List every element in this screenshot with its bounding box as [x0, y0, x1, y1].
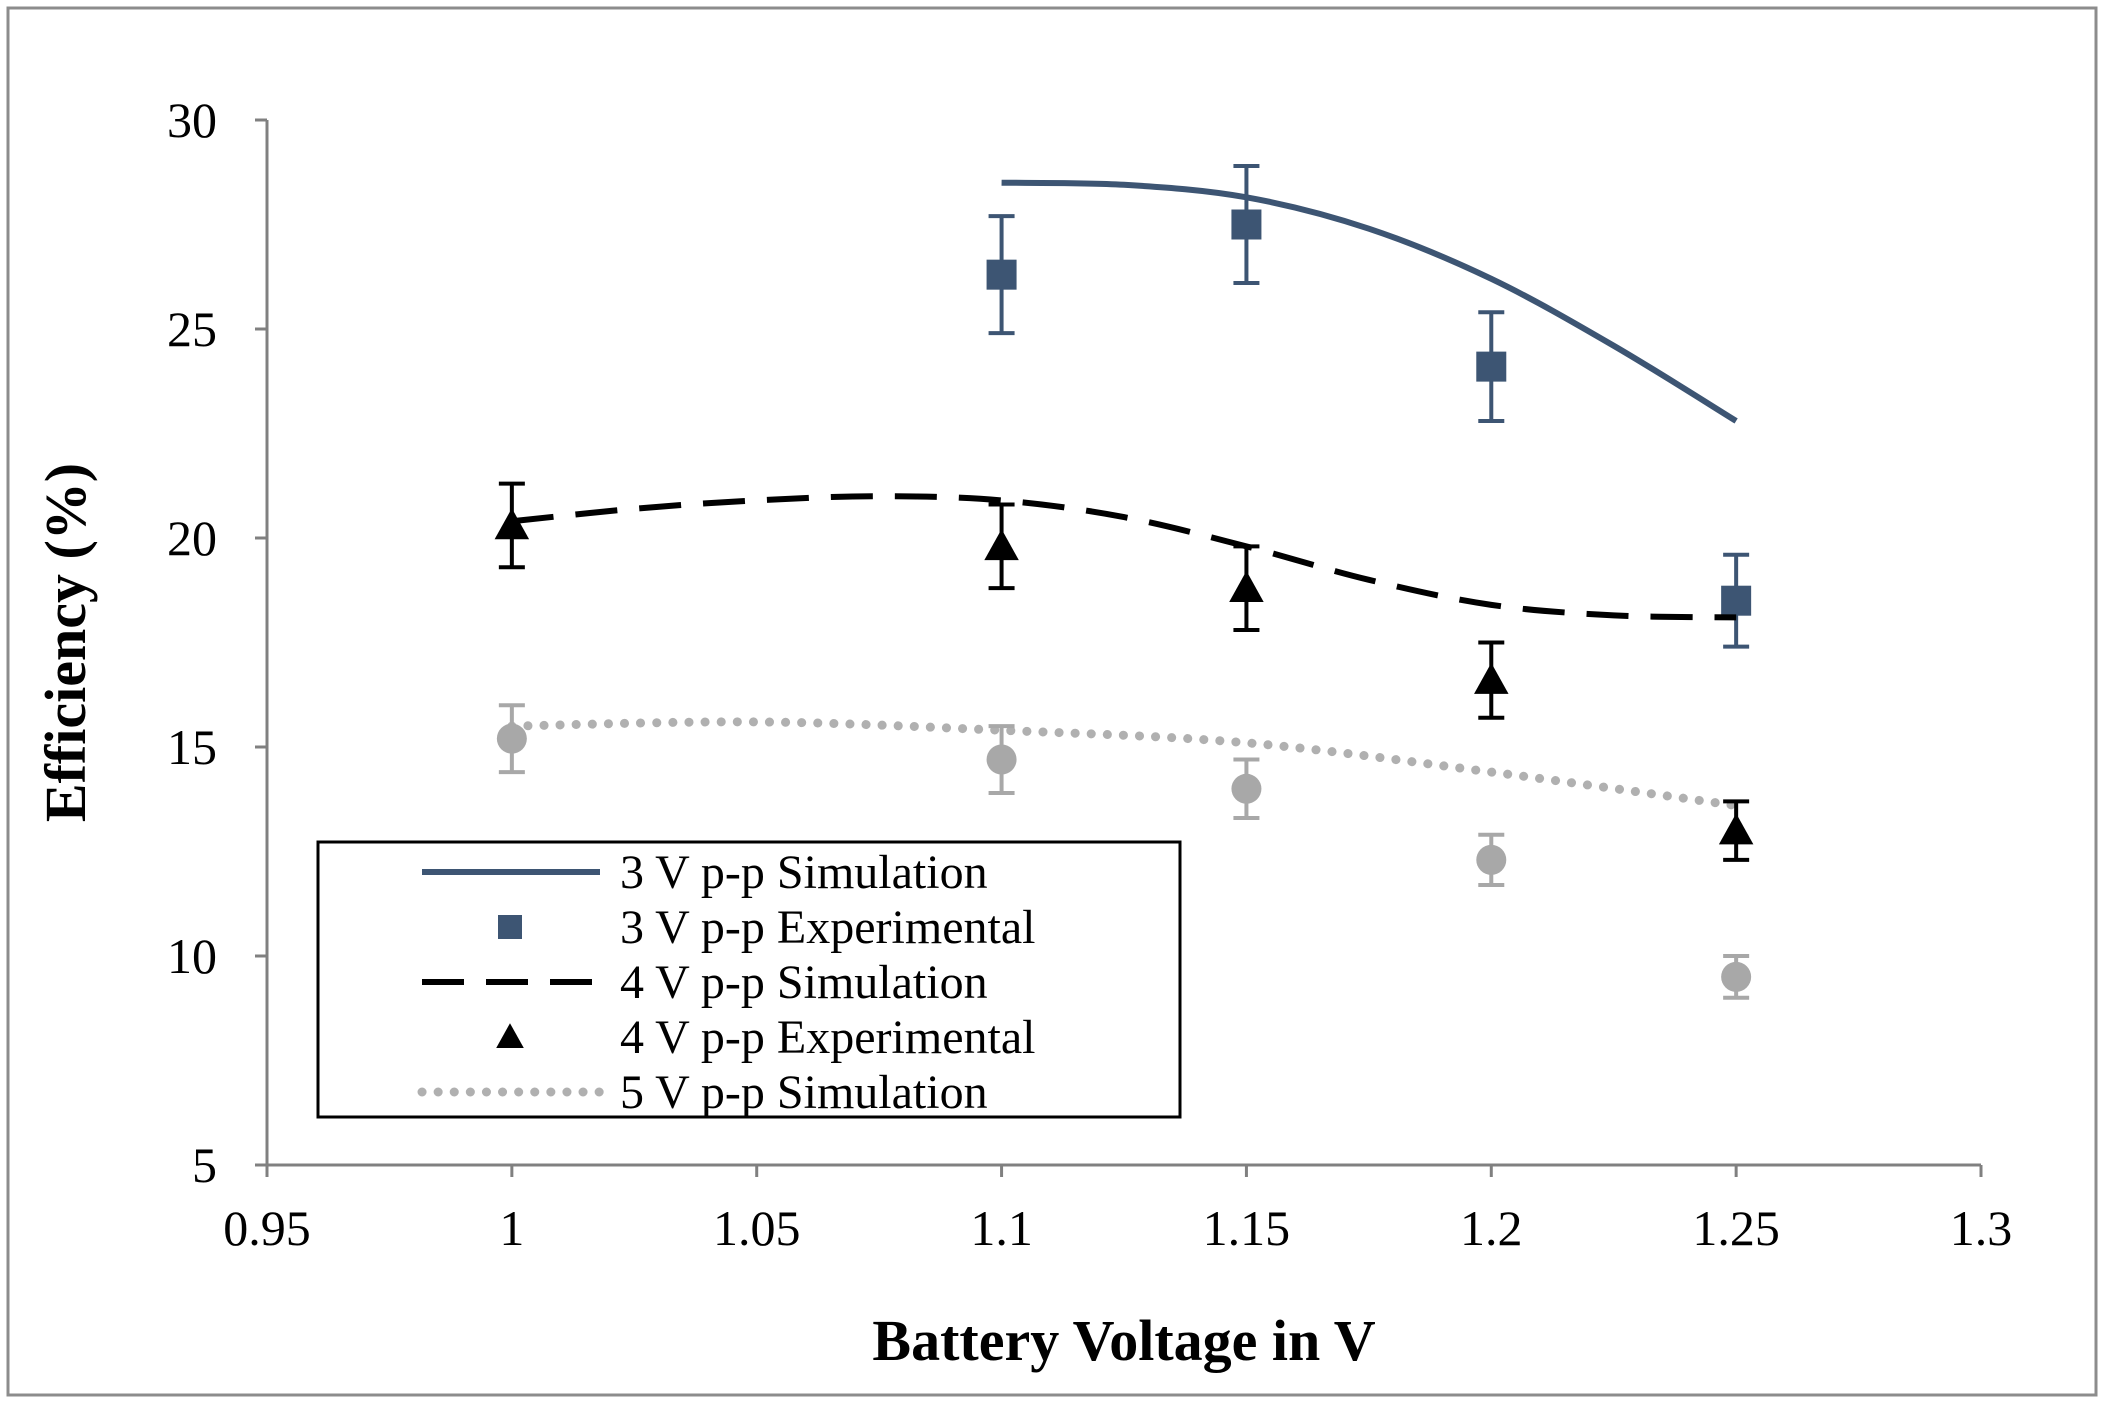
y-tick-label: 25: [167, 301, 217, 357]
x-axis-title: Battery Voltage in V: [872, 1308, 1375, 1373]
data-point-square: [1231, 209, 1262, 240]
y-axis-ticks: 5 10 15 20 25 30: [167, 92, 267, 1193]
x-tick-label: 1.2: [1460, 1200, 1523, 1256]
x-tick-label: 0.95: [223, 1200, 311, 1256]
x-tick-label: 1.3: [1950, 1200, 2013, 1256]
y-tick-label: 10: [167, 928, 217, 984]
legend-label: 4 V p-p Experimental: [620, 1011, 1035, 1064]
y-tick-label: 15: [167, 719, 217, 775]
legend-label: 5 V p-p Simulation: [620, 1066, 988, 1119]
chart-frame: [6, 6, 2098, 1397]
x-tick-label: 1.1: [970, 1200, 1033, 1256]
series-4-v-p-p-experimental: [494, 481, 1754, 862]
series-5-v-p-p-simulation: [507, 717, 1741, 811]
data-point-square: [986, 259, 1017, 290]
legend-swatch-marker: [498, 915, 522, 939]
y-axis-title: Efficiency (%): [33, 463, 98, 822]
data-point-circle: [496, 723, 527, 754]
y-tick-label: 5: [192, 1137, 217, 1193]
legend-entry: 4 V p-p Experimental: [496, 1011, 1035, 1064]
x-tick-label: 1.15: [1203, 1200, 1291, 1256]
x-tick-label: 1: [499, 1200, 524, 1256]
y-tick-label: 20: [167, 510, 217, 566]
data-point-circle: [1476, 844, 1507, 875]
data-point-triangle: [1718, 813, 1754, 845]
legend-entry: 4 V p-p Simulation: [422, 956, 988, 1009]
legend-label: 3 V p-p Simulation: [620, 846, 988, 899]
series-3-v-p-p-experimental: [986, 163, 1752, 649]
series-line: [1001, 179, 1738, 424]
axes: [265, 120, 1981, 1167]
series-line: [511, 493, 1737, 621]
x-tick-label: 1.25: [1692, 1200, 1780, 1256]
plot-area: [494, 163, 1754, 1000]
x-axis-ticks: 0.95 1 1.05 1.1 1.15 1.2 1.25 1.3: [223, 1165, 2012, 1256]
legend-entry: 3 V p-p Simulation: [422, 846, 988, 899]
data-point-triangle: [984, 529, 1019, 561]
data-point-circle: [1721, 961, 1752, 992]
data-point-circle: [986, 744, 1017, 775]
data-point-triangle: [494, 508, 530, 540]
y-tick-label: 30: [167, 92, 217, 148]
data-point-square: [1721, 585, 1752, 616]
series-3-v-p-p-simulation: [1001, 179, 1738, 424]
x-tick-label: 1.05: [713, 1200, 801, 1256]
data-point-triangle: [1229, 570, 1264, 602]
legend-swatch-marker: [496, 1023, 524, 1049]
legend-entry: 3 V p-p Experimental: [498, 901, 1035, 954]
data-point-square: [1476, 351, 1507, 382]
legend-entry: 5 V p-p Simulation: [417, 1066, 988, 1119]
legend-label: 4 V p-p Simulation: [620, 956, 988, 1009]
legend-label: 3 V p-p Experimental: [620, 901, 1035, 954]
series-line: [507, 717, 1741, 811]
series-5-v-p-p-experimental: [496, 703, 1752, 1000]
data-point-triangle: [1474, 662, 1509, 694]
data-point-circle: [1231, 773, 1262, 804]
series-4-v-p-p-simulation: [511, 493, 1737, 621]
